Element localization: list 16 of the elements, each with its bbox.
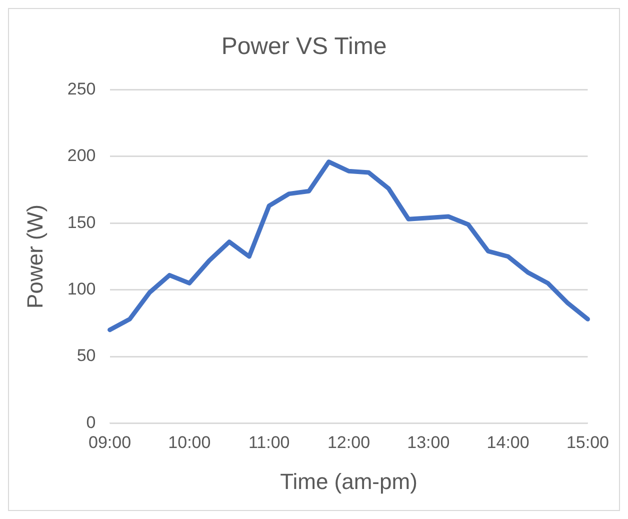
x-tick-label: 15:00 xyxy=(566,433,610,452)
x-axis-title: Time (am-pm) xyxy=(280,468,418,494)
x-tick-label: 12:00 xyxy=(327,433,370,452)
x-tick-label: 10:00 xyxy=(168,433,211,452)
y-tick-label: 0 xyxy=(86,412,96,432)
chart-title: Power VS Time xyxy=(221,33,387,60)
y-axis-title: Power (W) xyxy=(22,204,48,308)
x-tick-label: 14:00 xyxy=(486,433,530,452)
x-tick-label: 11:00 xyxy=(248,433,290,452)
y-tick-label: 150 xyxy=(67,212,96,232)
x-tick-label: 13:00 xyxy=(407,433,450,452)
y-tick-label: 200 xyxy=(67,146,96,166)
x-tick-label: 09:00 xyxy=(88,433,132,452)
y-tick-label: 250 xyxy=(67,79,96,98)
y-tick-label: 100 xyxy=(67,280,96,299)
y-tick-label: 50 xyxy=(76,346,96,366)
